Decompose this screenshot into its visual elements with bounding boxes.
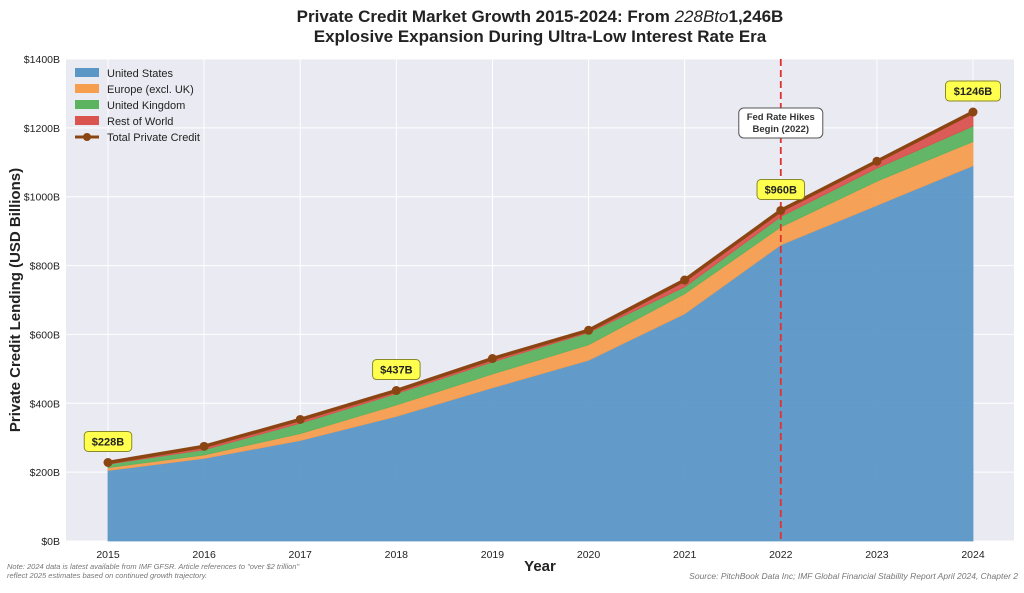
- y-tick-label: $600B: [30, 329, 60, 341]
- legend-swatch: [75, 68, 99, 77]
- y-tick-label: $1400B: [24, 54, 60, 66]
- total-point: [103, 458, 113, 468]
- data-label-box: [756, 178, 806, 200]
- y-tick-label: $0B: [41, 536, 60, 548]
- legend-label: Europe (excl. UK): [107, 84, 194, 96]
- x-axis-label: Year: [524, 558, 556, 575]
- x-tick-label: 2018: [385, 549, 409, 561]
- legend-label: Total Private Credit: [107, 132, 200, 144]
- y-tick-label: $1200B: [24, 123, 60, 135]
- y-tick-label: $200B: [30, 467, 60, 479]
- chart-title-line2: Explosive Expansion During Ultra-Low Int…: [314, 27, 767, 46]
- legend-label: United States: [107, 68, 174, 80]
- total-line: [107, 110, 974, 465]
- total-point: [584, 325, 594, 335]
- data-label: $228B: [92, 437, 124, 449]
- legend-total-marker: [83, 133, 91, 141]
- legend-label: United Kingdom: [107, 100, 185, 112]
- x-tick-label: 2023: [865, 549, 889, 561]
- annotation-box: [738, 107, 824, 139]
- data-label-box: [945, 80, 1001, 102]
- x-tick-label: 2015: [96, 549, 120, 561]
- chart-title-line1: Private Credit Market Growth 2015-2024: …: [297, 7, 784, 26]
- x-tick-label: 2016: [192, 549, 216, 561]
- y-tick-label: $800B: [30, 261, 60, 273]
- annotation-line2: Begin (2022): [753, 124, 810, 135]
- total-point: [391, 386, 401, 396]
- x-tick-label: 2020: [577, 549, 601, 561]
- total-point: [295, 414, 305, 424]
- total-point: [968, 107, 978, 117]
- legend-swatch: [75, 100, 99, 109]
- source-note: Source: PitchBook Data Inc; IMF Global F…: [689, 571, 1018, 581]
- annotation-line1: Fed Rate Hikes: [747, 112, 815, 123]
- data-label: $960B: [765, 184, 797, 196]
- note-line1: Note: 2024 data is latest available from…: [7, 562, 299, 571]
- y-tick-label: $1000B: [24, 192, 60, 204]
- data-label: $1246B: [954, 86, 993, 98]
- data-label-box: [372, 359, 421, 381]
- y-axis-label: Private Credit Lending (USD Billions): [7, 168, 24, 432]
- data-label: $437B: [380, 365, 412, 377]
- total-point: [872, 156, 882, 166]
- note-line2: reflect 2025 estimates based on continue…: [7, 571, 207, 580]
- legend-swatch: [75, 116, 99, 125]
- legend-label: Rest of World: [107, 116, 173, 128]
- total-point: [487, 354, 497, 364]
- x-tick-label: 2024: [961, 549, 985, 561]
- total-point: [680, 275, 690, 285]
- x-tick-label: 2021: [673, 549, 697, 561]
- x-tick-label: 2019: [481, 549, 505, 561]
- x-tick-label: 2022: [769, 549, 793, 561]
- total-point: [199, 441, 209, 451]
- data-label-box: [83, 431, 133, 453]
- y-tick-label: $400B: [30, 398, 60, 410]
- total-point: [776, 205, 786, 215]
- x-tick-label: 2017: [289, 549, 313, 561]
- legend-swatch: [75, 84, 99, 93]
